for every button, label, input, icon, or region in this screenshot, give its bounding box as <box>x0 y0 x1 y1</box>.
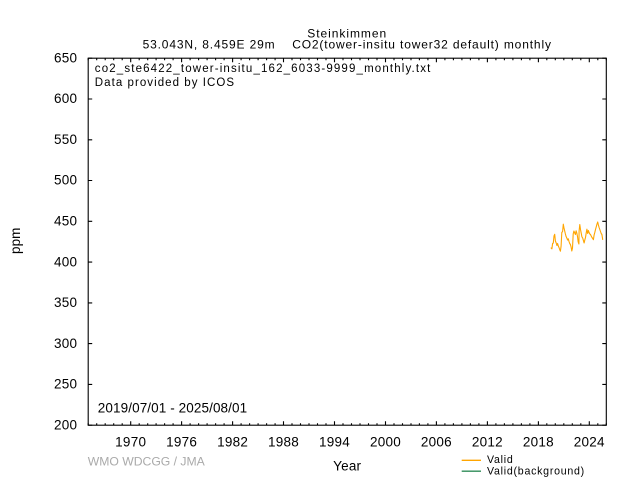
svg-text:250: 250 <box>54 377 77 392</box>
svg-text:450: 450 <box>54 214 77 229</box>
svg-text:53.043N, 8.459E 29m CO2(tow: 53.043N, 8.459E 29m CO2(tower-insitu tow… <box>143 37 552 51</box>
svg-text:WMO WDCGG / JMA: WMO WDCGG / JMA <box>88 455 206 469</box>
svg-text:2024: 2024 <box>574 434 605 449</box>
svg-text:400: 400 <box>54 254 77 269</box>
svg-text:Steinkimmen: Steinkimmen <box>307 26 387 40</box>
svg-text:Valid(background): Valid(background) <box>487 465 585 477</box>
svg-text:350: 350 <box>54 295 77 310</box>
svg-text:2012: 2012 <box>472 434 503 449</box>
svg-text:1970: 1970 <box>115 434 146 449</box>
svg-text:2018: 2018 <box>523 434 554 449</box>
svg-text:1988: 1988 <box>268 434 299 449</box>
svg-text:500: 500 <box>54 173 77 188</box>
svg-text:650: 650 <box>54 50 77 65</box>
svg-text:ppm: ppm <box>8 228 23 254</box>
svg-text:200: 200 <box>54 417 77 432</box>
svg-text:Data provided by ICOS: Data provided by ICOS <box>95 77 235 89</box>
svg-text:1994: 1994 <box>319 434 350 449</box>
svg-text:2006: 2006 <box>421 434 452 449</box>
svg-text:600: 600 <box>54 91 77 106</box>
svg-text:300: 300 <box>54 336 77 351</box>
svg-text:550: 550 <box>54 132 77 147</box>
svg-text:Valid: Valid <box>487 454 514 466</box>
svg-text:2000: 2000 <box>370 434 401 449</box>
svg-text:1976: 1976 <box>166 434 197 449</box>
svg-text:2019/07/01 - 2025/08/01: 2019/07/01 - 2025/08/01 <box>98 401 247 416</box>
svg-text:co2_ste6422_tower-insitu_162_6: co2_ste6422_tower-insitu_162_6033-9999_m… <box>95 63 432 75</box>
svg-text:Year: Year <box>333 459 361 474</box>
svg-text:1982: 1982 <box>217 434 248 449</box>
